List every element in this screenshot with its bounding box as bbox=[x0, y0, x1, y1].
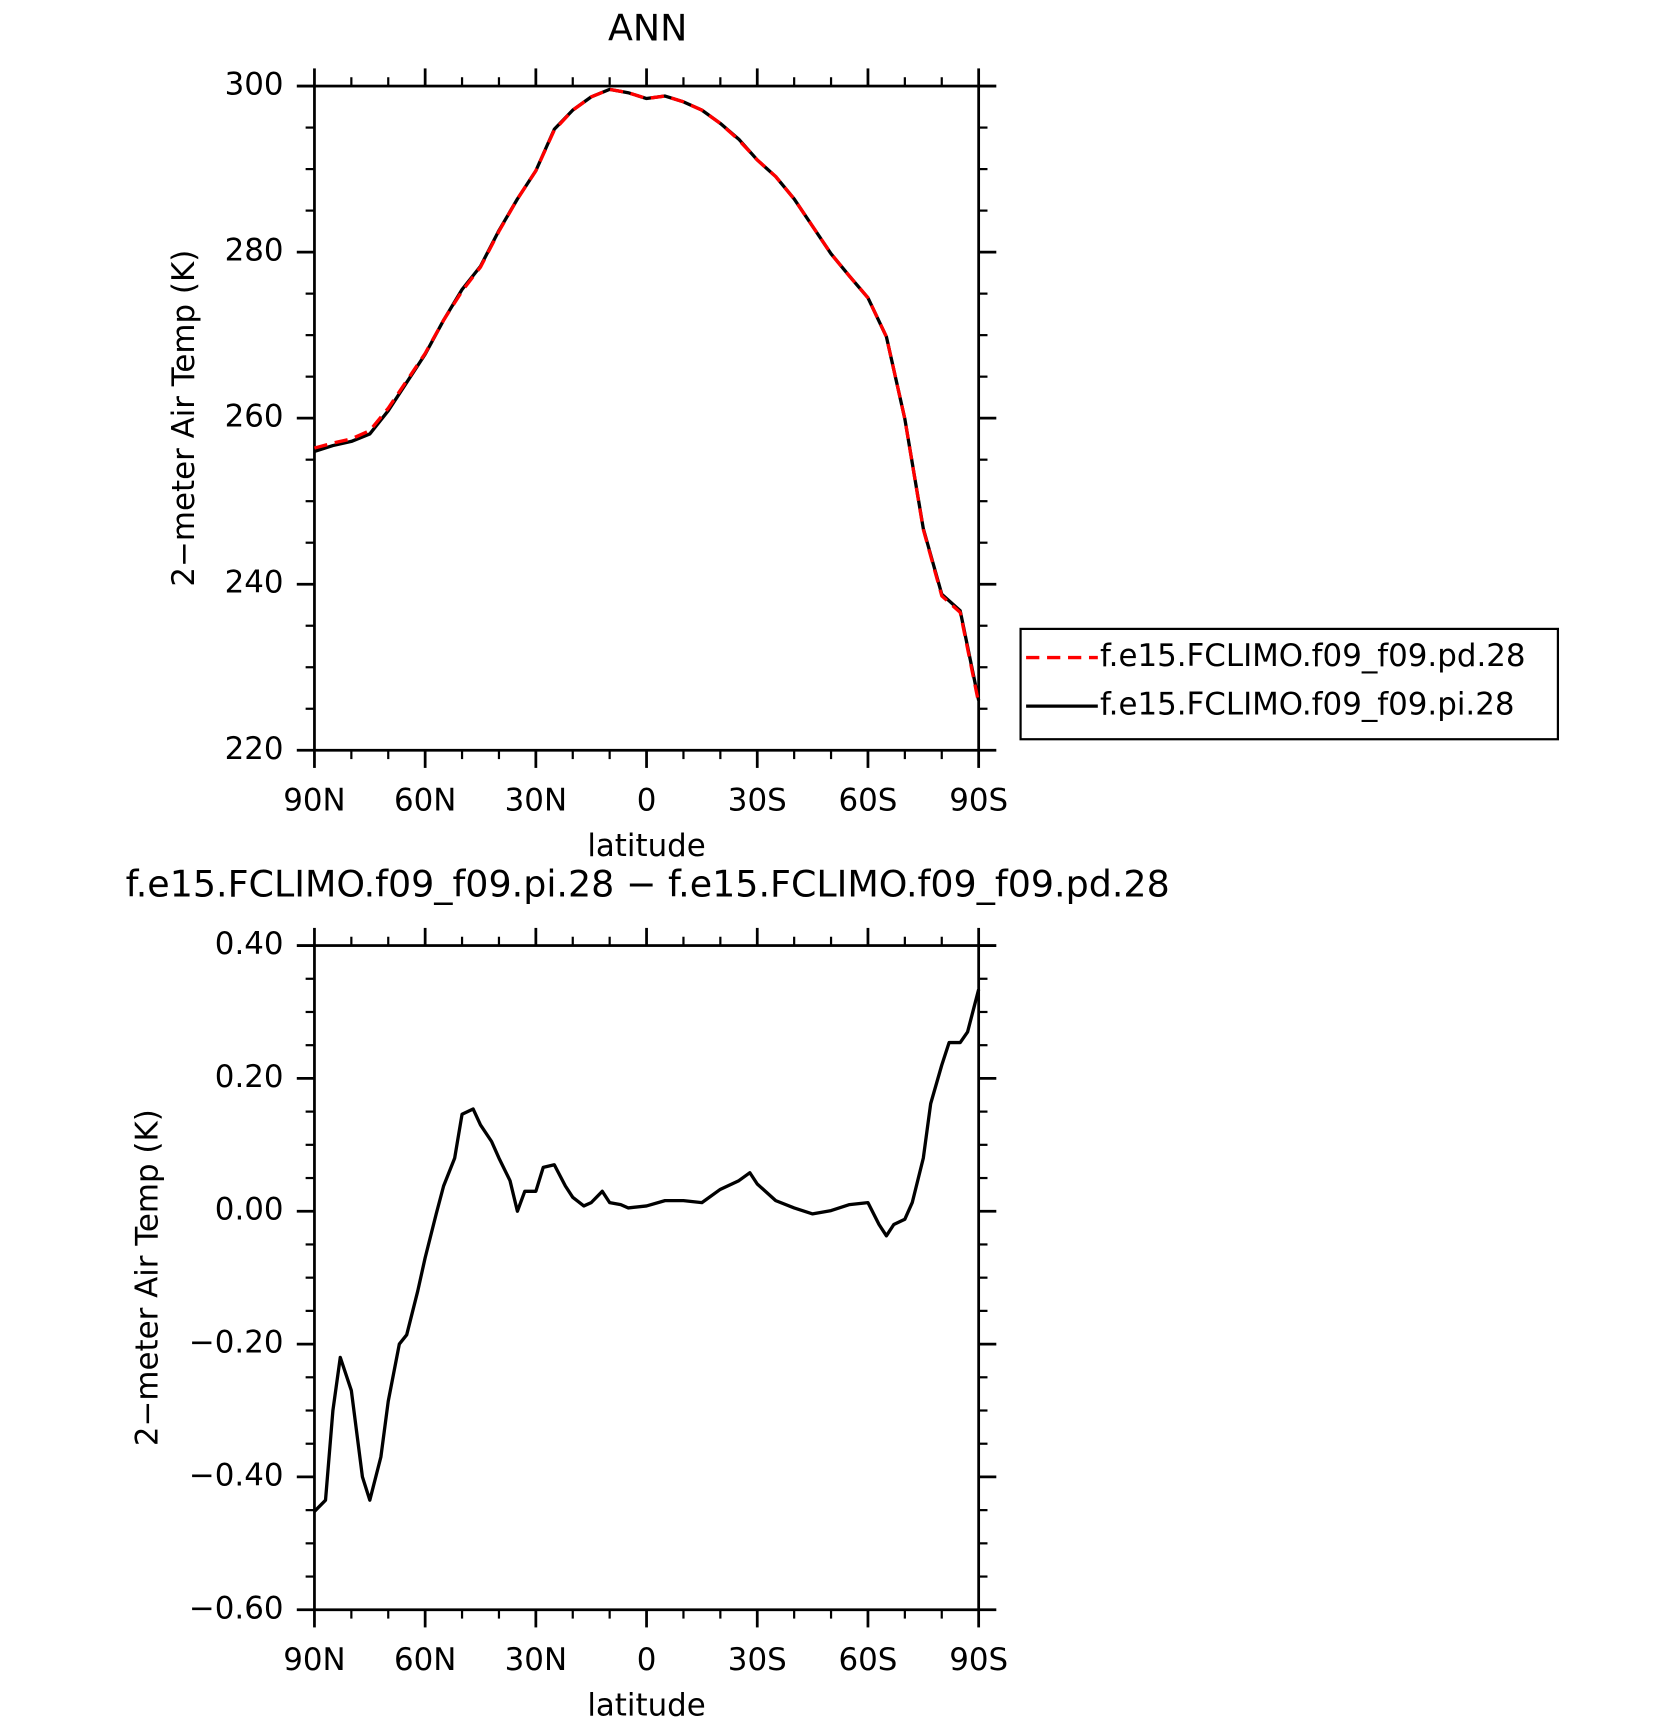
x-tick-label: 90N bbox=[283, 783, 345, 819]
x-tick-label: 60S bbox=[839, 1642, 898, 1678]
y-tick-label: 0.40 bbox=[215, 926, 284, 962]
x-tick-label: 60S bbox=[839, 783, 898, 819]
y-tick-label: 280 bbox=[225, 233, 284, 269]
legend-label: f.e15.FCLIMO.f09_f09.pd.28 bbox=[1100, 638, 1526, 674]
y-tick-label: 300 bbox=[225, 67, 284, 103]
y-axis-label: 2−meter Air Temp (K) bbox=[166, 250, 202, 587]
plot-frame bbox=[313, 944, 981, 1612]
y-tick-label: 220 bbox=[225, 731, 284, 767]
x-tick-label: 30N bbox=[505, 1642, 567, 1678]
x-axis-label: latitude bbox=[587, 828, 705, 864]
x-tick-label: 0 bbox=[637, 783, 657, 819]
x-tick-label: 60N bbox=[394, 1642, 456, 1678]
x-tick-label: 60N bbox=[394, 783, 456, 819]
y-tick-label: 0.00 bbox=[215, 1192, 284, 1228]
y-tick-label: 260 bbox=[225, 399, 284, 435]
data-line bbox=[313, 87, 981, 701]
chart-title: ANN bbox=[608, 6, 687, 49]
y-tick-label: 0.20 bbox=[215, 1059, 284, 1095]
chart-title: f.e15.FCLIMO.f09_f09.pi.28 − f.e15.FCLIM… bbox=[126, 862, 1170, 905]
x-tick-label: 0 bbox=[637, 1642, 657, 1678]
legend-box bbox=[1019, 627, 1560, 741]
legend-label: f.e15.FCLIMO.f09_f09.pi.28 bbox=[1100, 687, 1515, 723]
plot-frame bbox=[313, 84, 981, 752]
x-tick-label: 30S bbox=[728, 783, 787, 819]
x-tick-label: 90S bbox=[949, 1642, 1008, 1678]
y-tick-label: 240 bbox=[225, 565, 284, 601]
data-line bbox=[313, 988, 981, 1513]
y-tick-label: −0.40 bbox=[189, 1457, 284, 1493]
y-tick-label: −0.20 bbox=[189, 1325, 284, 1361]
y-tick-label: −0.60 bbox=[189, 1590, 284, 1626]
x-tick-label: 30S bbox=[728, 1642, 787, 1678]
x-tick-label: 90N bbox=[283, 1642, 345, 1678]
x-tick-label: 30N bbox=[505, 783, 567, 819]
data-line bbox=[314, 87, 981, 704]
y-axis-label: 2−meter Air Temp (K) bbox=[129, 1109, 165, 1446]
x-axis-label: latitude bbox=[587, 1687, 705, 1719]
x-tick-label: 90S bbox=[949, 783, 1008, 819]
